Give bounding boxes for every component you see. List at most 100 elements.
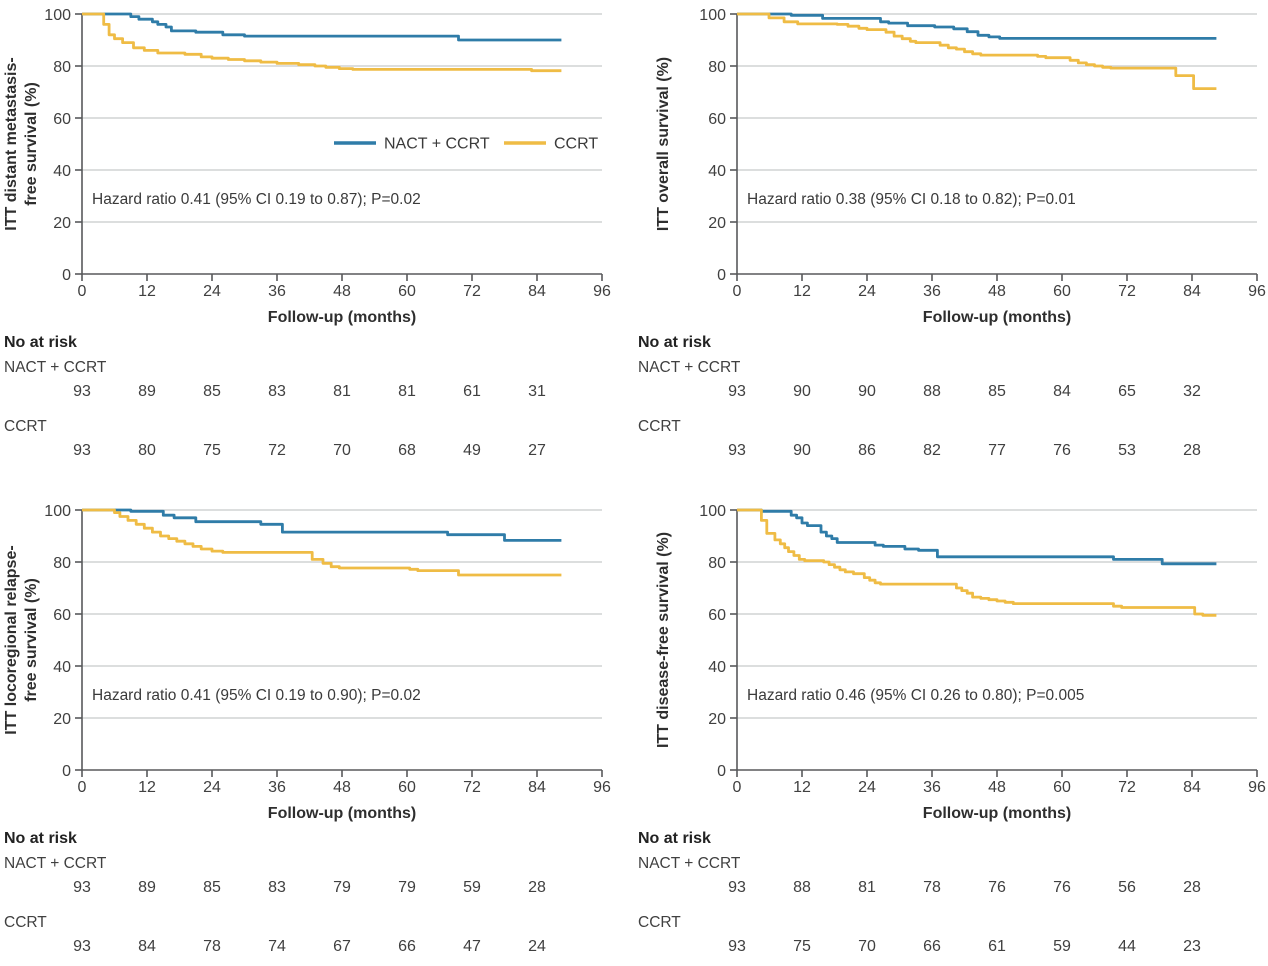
hazard-ratio-annotation: Hazard ratio 0.38 (95% CI 0.18 to 0.82);… — [747, 191, 1076, 208]
y-tick-label-0: 0 — [62, 267, 71, 284]
risk-count: 28 — [1183, 442, 1201, 459]
risk-table-header: No at risk — [4, 334, 77, 351]
x-tick-label-0: 0 — [733, 283, 742, 300]
x-tick-label-48: 48 — [333, 779, 351, 796]
y-tick-label-80: 80 — [708, 59, 726, 76]
risk-count: 85 — [203, 879, 221, 896]
x-tick-label-36: 36 — [268, 779, 286, 796]
risk-count: 67 — [333, 938, 351, 955]
risk-count: 65 — [1118, 383, 1136, 400]
risk-count: 79 — [398, 879, 416, 896]
risk-count: 72 — [268, 442, 286, 459]
risk-count: 59 — [463, 879, 481, 896]
series-curve-nact-ccrt — [737, 12, 1217, 40]
risk-count: 89 — [138, 879, 156, 896]
x-tick-label-36: 36 — [923, 283, 941, 300]
km-chart-svg: 0 20 40 60 80 100 0 12 24 36 48 60 72 84 96 Follow-up (… — [3, 7, 611, 459]
y-tick-label-20: 20 — [53, 711, 71, 728]
risk-count: 74 — [268, 938, 286, 955]
x-tick-label-96: 96 — [593, 283, 611, 300]
risk-count: 78 — [203, 938, 221, 955]
risk-count: 61 — [988, 938, 1006, 955]
panel-distant-metastasis-free-survival: 0 20 40 60 80 100 0 12 24 36 48 60 72 84 96 Follow-up (… — [0, 0, 634, 483]
km-chart-svg: 0 20 40 60 80 100 0 12 24 36 48 60 72 84 96 Follow-up (… — [638, 503, 1266, 955]
x-tick-label-96: 96 — [1248, 779, 1266, 796]
risk-count: 90 — [858, 383, 876, 400]
risk-count: 93 — [728, 442, 746, 459]
risk-count: 70 — [858, 938, 876, 955]
risk-row-label-nact-ccrt: NACT + CCRT — [638, 359, 741, 376]
y-axis-title-line-1: ITT overall survival (%) — [655, 57, 672, 231]
y-tick-label-40: 40 — [53, 659, 71, 676]
series-curve-ccrt — [82, 12, 562, 73]
y-tick-label-80: 80 — [708, 555, 726, 572]
km-chart-svg: 0 20 40 60 80 100 0 12 24 36 48 60 72 84 96 Follow-up (… — [3, 503, 611, 955]
x-tick-label-48: 48 — [988, 283, 1006, 300]
legend-label-nact-ccrt: NACT + CCRT — [384, 136, 490, 153]
risk-count: 61 — [463, 383, 481, 400]
risk-count: 93 — [73, 938, 91, 955]
x-tick-label-96: 96 — [1248, 283, 1266, 300]
x-tick-label-36: 36 — [268, 283, 286, 300]
x-tick-label-96: 96 — [593, 779, 611, 796]
risk-count: 75 — [793, 938, 811, 955]
risk-count: 90 — [793, 383, 811, 400]
x-tick-label-72: 72 — [1118, 283, 1136, 300]
risk-count: 32 — [1183, 383, 1201, 400]
x-tick-label-72: 72 — [463, 779, 481, 796]
risk-count: 93 — [728, 879, 746, 896]
y-tick-label-100: 100 — [44, 503, 71, 520]
x-tick-label-60: 60 — [1053, 779, 1071, 796]
x-tick-label-36: 36 — [923, 779, 941, 796]
panel-overall-survival: 0 20 40 60 80 100 0 12 24 36 48 60 72 84 96 Follow-up (… — [634, 0, 1268, 483]
y-tick-label-100: 100 — [699, 503, 726, 520]
x-tick-label-60: 60 — [398, 779, 416, 796]
x-tick-label-84: 84 — [528, 283, 546, 300]
y-axis-title-line-2: free survival (%) — [23, 578, 40, 702]
risk-count: 70 — [333, 442, 351, 459]
y-axis-title-line-2: free survival (%) — [23, 82, 40, 206]
y-tick-label-40: 40 — [708, 163, 726, 180]
risk-row-label-nact-ccrt: NACT + CCRT — [638, 855, 741, 872]
risk-count: 81 — [398, 383, 416, 400]
x-tick-label-60: 60 — [1053, 283, 1071, 300]
x-tick-label-60: 60 — [398, 283, 416, 300]
y-axis-title-line-1: ITT disease-free survival (%) — [655, 532, 672, 748]
risk-count: 93 — [728, 383, 746, 400]
risk-count: 56 — [1118, 879, 1136, 896]
risk-row-label-nact-ccrt: NACT + CCRT — [4, 855, 107, 872]
risk-count: 24 — [528, 938, 546, 955]
y-tick-label-100: 100 — [699, 7, 726, 24]
risk-row-label-ccrt: CCRT — [4, 418, 47, 435]
risk-count: 44 — [1118, 938, 1136, 955]
panel-locoregional-relapse-free-survival: 0 20 40 60 80 100 0 12 24 36 48 60 72 84 96 Follow-up (… — [0, 483, 634, 966]
x-tick-label-0: 0 — [78, 779, 87, 796]
risk-count: 47 — [463, 938, 481, 955]
risk-count: 27 — [528, 442, 546, 459]
series-curve-nact-ccrt — [82, 508, 562, 542]
series-curve-nact-ccrt — [737, 508, 1217, 566]
risk-count: 84 — [138, 938, 156, 955]
x-tick-label-84: 84 — [1183, 283, 1201, 300]
risk-count: 88 — [923, 383, 941, 400]
x-tick-label-48: 48 — [333, 283, 351, 300]
x-tick-label-24: 24 — [203, 283, 221, 300]
risk-table-header: No at risk — [4, 830, 77, 847]
risk-count: 49 — [463, 442, 481, 459]
risk-count: 28 — [1183, 879, 1201, 896]
risk-count: 31 — [528, 383, 546, 400]
y-tick-label-80: 80 — [53, 59, 71, 76]
risk-row-label-ccrt: CCRT — [4, 914, 47, 931]
x-axis-title: Follow-up (months) — [923, 309, 1071, 326]
risk-count: 68 — [398, 442, 416, 459]
risk-count: 28 — [528, 879, 546, 896]
y-tick-label-60: 60 — [53, 111, 71, 128]
risk-count: 77 — [988, 442, 1006, 459]
risk-table-header: No at risk — [638, 830, 711, 847]
x-tick-label-48: 48 — [988, 779, 1006, 796]
y-tick-label-20: 20 — [708, 215, 726, 232]
risk-count: 59 — [1053, 938, 1071, 955]
risk-count: 80 — [138, 442, 156, 459]
risk-count: 86 — [858, 442, 876, 459]
risk-row-label-ccrt: CCRT — [638, 914, 681, 931]
